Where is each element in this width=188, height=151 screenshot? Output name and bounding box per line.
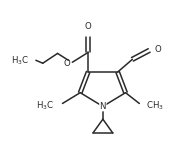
Text: N: N (100, 102, 106, 111)
Text: O: O (64, 59, 70, 68)
Text: O: O (85, 22, 92, 31)
Text: O: O (154, 45, 161, 54)
Text: H$_3$C: H$_3$C (11, 54, 29, 67)
Text: H$_3$C: H$_3$C (36, 99, 55, 112)
Text: CH$_3$: CH$_3$ (146, 99, 164, 112)
